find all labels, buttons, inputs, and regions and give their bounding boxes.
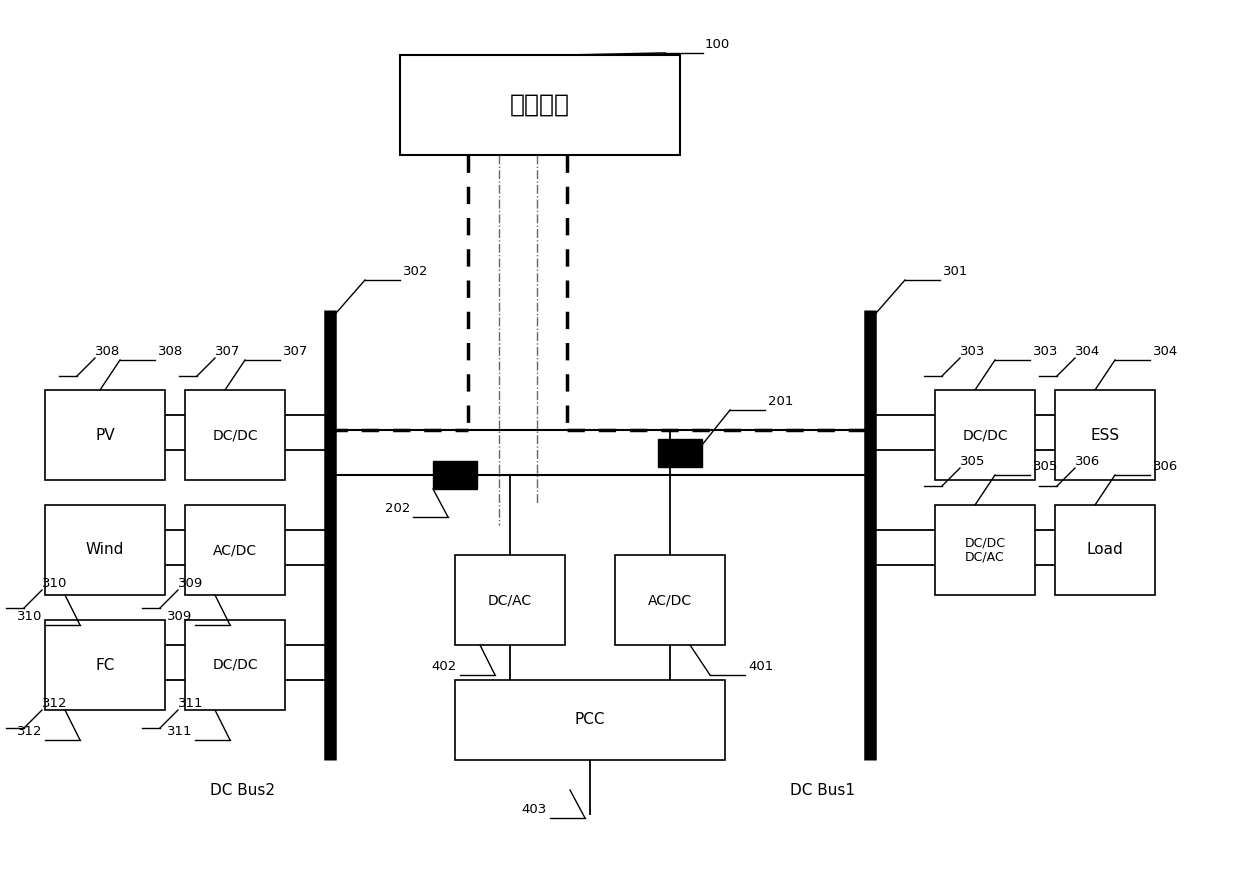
Text: DC/DC: DC/DC <box>212 428 258 442</box>
Text: 312: 312 <box>16 725 42 738</box>
Text: 308: 308 <box>95 345 120 358</box>
Text: AC/DC: AC/DC <box>649 593 692 607</box>
Text: 检测模块: 检测模块 <box>510 93 570 117</box>
Bar <box>45 390 165 480</box>
Text: DC/DC: DC/DC <box>962 428 1008 442</box>
Text: FC: FC <box>95 657 114 672</box>
Text: PV: PV <box>95 428 115 442</box>
Text: 307: 307 <box>215 345 241 358</box>
Bar <box>658 439 702 467</box>
Text: 100: 100 <box>706 38 730 51</box>
Text: 306: 306 <box>1075 455 1100 468</box>
Bar <box>45 505 165 595</box>
Text: 304: 304 <box>1075 345 1100 358</box>
Text: 307: 307 <box>283 345 309 358</box>
Text: 308: 308 <box>157 345 184 358</box>
Text: 309: 309 <box>179 577 203 590</box>
Text: 305: 305 <box>960 455 986 468</box>
Text: DC Bus2: DC Bus2 <box>210 783 275 798</box>
Text: 310: 310 <box>16 610 42 623</box>
Text: 306: 306 <box>1153 460 1178 473</box>
Text: 311: 311 <box>166 725 192 738</box>
Text: ESS: ESS <box>1090 428 1120 442</box>
Text: AC/DC: AC/DC <box>213 543 257 557</box>
Bar <box>433 461 477 489</box>
Text: Wind: Wind <box>86 542 124 557</box>
Text: 311: 311 <box>179 697 203 710</box>
Text: 401: 401 <box>748 660 774 673</box>
Text: DC Bus1: DC Bus1 <box>790 783 856 798</box>
Bar <box>455 555 565 645</box>
Bar <box>615 555 725 645</box>
Text: DC/DC: DC/DC <box>212 658 258 672</box>
Text: 310: 310 <box>42 577 67 590</box>
Text: 301: 301 <box>942 265 968 278</box>
Text: 202: 202 <box>384 502 410 515</box>
Text: 303: 303 <box>960 345 986 358</box>
Text: 309: 309 <box>166 610 192 623</box>
Bar <box>935 505 1035 595</box>
Bar <box>401 55 680 155</box>
Bar <box>185 620 285 710</box>
Text: 312: 312 <box>42 697 67 710</box>
Bar <box>455 680 725 760</box>
Bar <box>935 390 1035 480</box>
Bar <box>185 390 285 480</box>
Bar <box>185 505 285 595</box>
Text: 303: 303 <box>1033 345 1059 358</box>
Text: 403: 403 <box>522 803 547 816</box>
Text: 402: 402 <box>432 660 458 673</box>
Text: 201: 201 <box>768 395 794 408</box>
Text: 305: 305 <box>1033 460 1059 473</box>
Text: 304: 304 <box>1153 345 1178 358</box>
Text: 302: 302 <box>403 265 428 278</box>
Text: DC/AC: DC/AC <box>487 593 532 607</box>
Text: PCC: PCC <box>575 712 605 727</box>
Text: Load: Load <box>1086 542 1123 557</box>
Bar <box>1055 505 1154 595</box>
Bar <box>1055 390 1154 480</box>
Bar <box>45 620 165 710</box>
Text: DC/DC
DC/AC: DC/DC DC/AC <box>965 536 1006 564</box>
